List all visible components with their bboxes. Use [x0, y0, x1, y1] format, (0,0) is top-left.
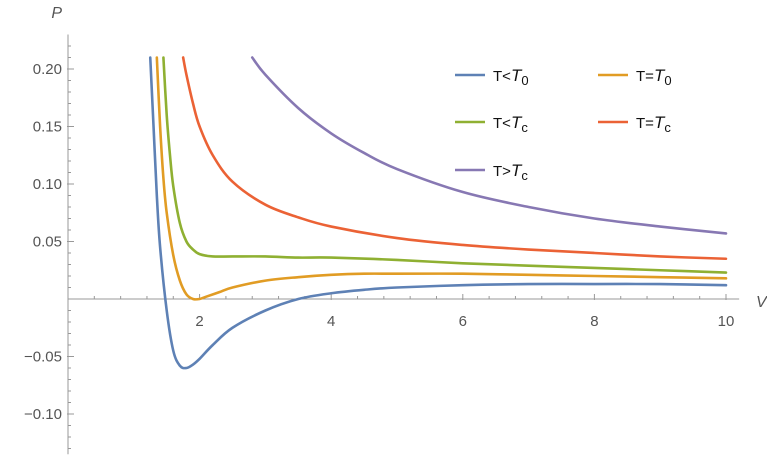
legend-label: T<Tc: [493, 113, 528, 135]
series-line-2: [155, 56, 728, 301]
axis-tick-labels: 2 4 6 8 10 −0.10 −0.05 0.05 0.10 0.15 0.20: [24, 61, 734, 423]
series-lines: [148, 56, 728, 370]
legend-item-2: T=T0: [598, 66, 672, 88]
legend-label: T=T0: [636, 66, 672, 88]
legend-label: T=Tc: [636, 113, 671, 135]
y-tick-label: −0.05: [24, 349, 62, 366]
y-tick-label: −0.10: [24, 406, 62, 423]
y-tick-label: 0.20: [33, 61, 62, 78]
legend: T<T0 T=T0 T<Tc T=Tc T>Tc: [455, 66, 672, 183]
y-tick-label: 0.10: [33, 176, 62, 193]
legend-item-4: T=Tc: [598, 113, 671, 135]
series-line-1: [148, 56, 728, 370]
x-tick-label: 6: [459, 313, 467, 330]
legend-item-1: T<T0: [455, 66, 529, 88]
legend-item-5: T>Tc: [455, 161, 528, 183]
y-tick-label: 0.05: [33, 234, 62, 251]
legend-label: T<T0: [493, 66, 529, 88]
legend-item-3: T<Tc: [455, 113, 528, 135]
series-line-4: [181, 56, 728, 261]
axes: [67, 34, 740, 455]
x-tick-label: 10: [718, 313, 735, 330]
y-tick-label: 0.15: [33, 119, 62, 136]
y-axis-title: P: [51, 5, 62, 22]
x-tick-label: 2: [195, 313, 203, 330]
x-tick-label: 8: [590, 313, 598, 330]
x-tick-label: 4: [327, 313, 335, 330]
x-axis-title: V: [756, 294, 767, 311]
legend-label: T>Tc: [493, 161, 528, 183]
series-line-3: [162, 56, 728, 274]
series-line-5: [250, 56, 728, 235]
